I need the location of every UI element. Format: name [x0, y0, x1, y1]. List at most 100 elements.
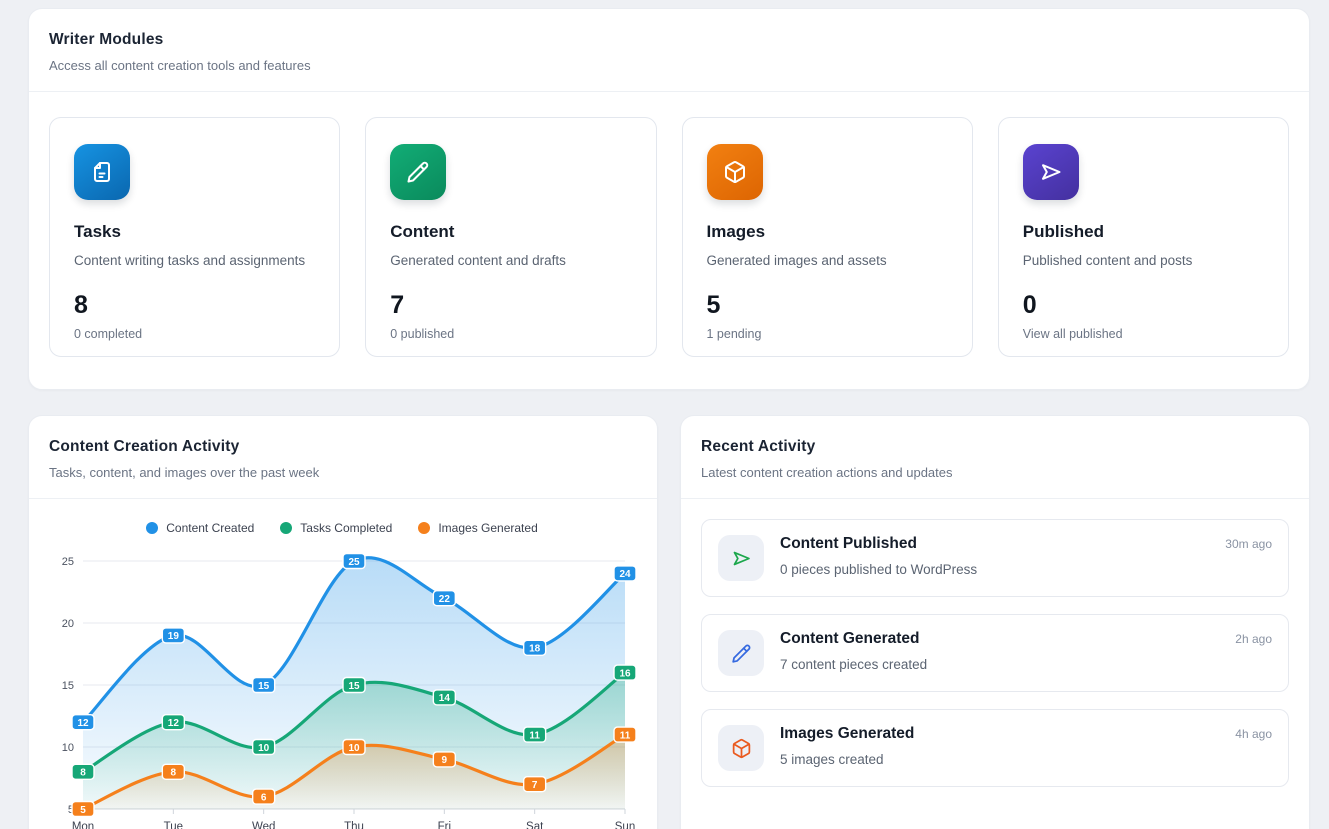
svg-text:20: 20 — [62, 618, 74, 630]
bottom-row: Content Creation Activity Tasks, content… — [28, 415, 1310, 829]
writer-modules-subtitle: Access all content creation tools and fe… — [49, 58, 311, 73]
module-count: 7 — [390, 291, 405, 319]
svg-text:11: 11 — [620, 730, 631, 741]
svg-text:Tue: Tue — [164, 821, 183, 829]
svg-text:6: 6 — [261, 792, 267, 803]
svg-text:11: 11 — [529, 730, 540, 741]
legend-dot-green — [280, 522, 293, 534]
svg-text:Sat: Sat — [526, 821, 544, 829]
svg-text:8: 8 — [80, 768, 86, 779]
module-caption: 0 published — [390, 327, 455, 341]
send-icon — [1022, 144, 1079, 200]
svg-text:Wed: Wed — [252, 821, 275, 829]
svg-text:16: 16 — [619, 668, 631, 679]
svg-text:19: 19 — [168, 631, 180, 642]
recent-activity-header: Recent Activity Latest content creation … — [681, 416, 1309, 499]
module-description: Generated content and drafts — [390, 253, 566, 268]
svg-text:25: 25 — [62, 556, 74, 568]
svg-text:10: 10 — [62, 742, 74, 754]
activity-list: Content Published 30m ago 0 pieces publi… — [681, 499, 1309, 807]
writer-modules-panel: Writer Modules Access all content creati… — [28, 8, 1310, 390]
svg-text:12: 12 — [168, 718, 180, 729]
svg-text:18: 18 — [529, 644, 541, 655]
module-title: Images — [706, 222, 766, 241]
module-description: Published content and posts — [1022, 253, 1193, 268]
svg-text:10: 10 — [258, 743, 270, 754]
legend-label: Content Created — [166, 521, 255, 535]
legend-label: Images Generated — [438, 521, 538, 535]
writer-modules-title: Writer Modules — [49, 31, 164, 48]
activity-item-main: Images Generated 4h ago 5 images created — [780, 725, 1272, 767]
svg-text:24: 24 — [619, 569, 631, 580]
pencil-icon — [390, 144, 447, 200]
activity-title: Images Generated — [780, 725, 915, 742]
chart-header: Content Creation Activity Tasks, content… — [29, 416, 657, 499]
pencil-icon — [718, 630, 764, 676]
svg-text:Sun: Sun — [615, 821, 635, 829]
activity-timestamp: 30m ago — [1225, 537, 1272, 551]
activity-description: 7 content pieces created — [780, 657, 928, 672]
module-caption: 0 completed — [74, 327, 143, 341]
module-title: Tasks — [74, 222, 121, 241]
cube-icon — [706, 144, 763, 200]
legend-item-images-generated[interactable]: Images Generated — [418, 521, 538, 535]
legend-dot-orange — [418, 522, 431, 534]
activity-item-content-generated[interactable]: Content Generated 2h ago 7 content piece… — [701, 614, 1289, 692]
activity-line-chart: 5 10 15 20 25 Mon Tue Wed Thu Fri Sat Sun 12 19 15 25 22… — [62, 552, 637, 829]
svg-text:15: 15 — [258, 681, 270, 692]
activity-title: Content Generated — [780, 630, 920, 647]
activity-item-content-published[interactable]: Content Published 30m ago 0 pieces publi… — [701, 519, 1289, 597]
chart-body: Content Created Tasks Completed Images G… — [29, 499, 657, 829]
svg-text:Thu: Thu — [344, 821, 364, 829]
svg-text:8: 8 — [171, 768, 177, 779]
svg-text:22: 22 — [439, 594, 451, 605]
module-description: Generated images and assets — [706, 253, 887, 268]
module-count: 8 — [74, 291, 88, 319]
svg-text:5: 5 — [68, 804, 74, 816]
svg-text:9: 9 — [442, 755, 448, 766]
activity-timestamp: 2h ago — [1235, 632, 1272, 646]
legend-item-tasks-completed[interactable]: Tasks Completed — [280, 521, 392, 535]
content-creation-activity-panel: Content Creation Activity Tasks, content… — [28, 415, 658, 829]
module-title: Published — [1022, 222, 1104, 241]
activity-description: 5 images created — [780, 752, 884, 767]
legend-dot-blue — [146, 522, 159, 534]
cube-icon — [718, 725, 764, 771]
svg-text:12: 12 — [77, 718, 89, 729]
svg-text:25: 25 — [348, 557, 360, 568]
legend-item-content-created[interactable]: Content Created — [146, 521, 254, 535]
activity-item-main: Content Generated 2h ago 7 content piece… — [780, 630, 1272, 672]
module-caption: 1 pending — [706, 327, 762, 341]
svg-text:15: 15 — [62, 680, 74, 692]
send-icon — [718, 535, 764, 581]
svg-text:Mon: Mon — [72, 821, 94, 829]
recent-activity-panel: Recent Activity Latest content creation … — [680, 415, 1310, 829]
writer-modules-header: Writer Modules Access all content creati… — [29, 9, 1309, 92]
svg-text:Fri: Fri — [438, 821, 451, 829]
activity-item-images-generated[interactable]: Images Generated 4h ago 5 images created — [701, 709, 1289, 787]
module-title: Content — [390, 222, 455, 241]
svg-text:14: 14 — [439, 693, 451, 704]
svg-text:15: 15 — [348, 681, 360, 692]
chart-legend: Content Created Tasks Completed Images G… — [47, 521, 637, 535]
chart-title: Content Creation Activity — [49, 438, 240, 455]
module-count: 5 — [706, 291, 721, 319]
chart-subtitle: Tasks, content, and images over the past… — [49, 465, 320, 480]
activity-timestamp: 4h ago — [1235, 727, 1272, 741]
modules-grid: Tasks Content writing tasks and assignme… — [29, 92, 1309, 382]
module-description: Content writing tasks and assignments — [74, 253, 306, 268]
svg-text:10: 10 — [348, 743, 360, 754]
module-card-images[interactable]: Images Generated images and assets 5 1 p… — [681, 117, 973, 357]
activity-item-main: Content Published 30m ago 0 pieces publi… — [780, 535, 1272, 577]
recent-activity-title: Recent Activity — [701, 438, 816, 455]
recent-activity-subtitle: Latest content creation actions and upda… — [701, 465, 953, 480]
activity-title: Content Published — [780, 535, 917, 552]
activity-description: 0 pieces published to WordPress — [780, 562, 978, 577]
module-card-content[interactable]: Content Generated content and drafts 7 0… — [365, 117, 657, 357]
svg-text:7: 7 — [532, 780, 538, 791]
file-text-icon — [74, 144, 130, 200]
module-caption: View all published — [1022, 327, 1123, 341]
module-card-tasks[interactable]: Tasks Content writing tasks and assignme… — [49, 117, 341, 357]
module-card-published[interactable]: Published Published content and posts 0 … — [997, 117, 1289, 357]
